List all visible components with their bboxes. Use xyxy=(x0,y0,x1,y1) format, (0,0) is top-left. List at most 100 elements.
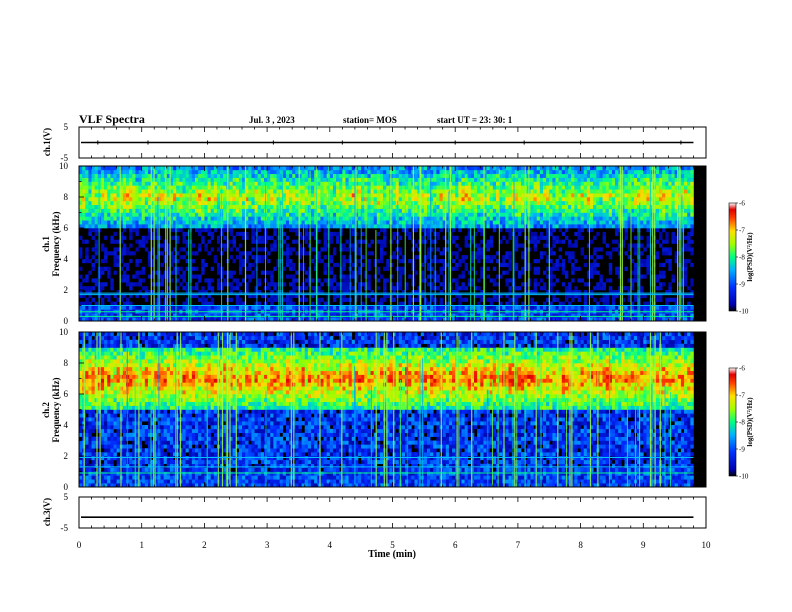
spectrogram-cell xyxy=(420,239,425,244)
spectrogram-cell xyxy=(270,224,274,229)
spectrogram-cell xyxy=(314,235,318,240)
spectrogram-cell xyxy=(486,193,490,198)
spectrogram-cell xyxy=(126,262,130,268)
spectrogram-cell xyxy=(126,266,130,271)
spectrogram-cell xyxy=(436,224,440,229)
spectrogram-cell xyxy=(533,193,538,198)
spectrogram-cell xyxy=(436,317,440,322)
spectrogram-cell xyxy=(477,212,481,217)
spectrogram-cell xyxy=(489,181,494,186)
spectrogram-cell xyxy=(254,293,258,299)
spectrogram-cell xyxy=(238,204,243,209)
spectrogram-cell xyxy=(176,189,180,194)
spectrogram-cell xyxy=(323,239,327,244)
spectrogram-cell xyxy=(539,177,544,182)
spectrogram-cell xyxy=(298,220,302,225)
spectrogram-cell xyxy=(339,181,343,186)
spectrogram-cell xyxy=(517,216,522,221)
spectrogram-cell xyxy=(310,169,315,175)
spectrogram-cell xyxy=(82,169,86,175)
spectrogram-cell xyxy=(223,313,227,318)
spectrogram-cell xyxy=(354,181,359,186)
spectrogram-cell xyxy=(88,228,92,233)
spectrogram-cell xyxy=(489,173,494,178)
spectrogram-cell xyxy=(100,212,105,217)
spectrogram-cell xyxy=(436,220,440,225)
spectrogram-cell xyxy=(392,189,396,194)
spectrogram-cell xyxy=(439,200,443,206)
spectrogram-cell xyxy=(426,177,431,182)
spectrogram-cell xyxy=(126,251,130,256)
spectrogram-cell xyxy=(310,185,315,190)
spectrogram-cell xyxy=(477,301,481,306)
spectrogram-cell xyxy=(574,197,578,202)
spectrogram-cell xyxy=(596,173,600,178)
spectrogram-cell xyxy=(561,189,566,194)
spectrogram-cell xyxy=(298,166,302,171)
spectrogram-cell xyxy=(285,200,290,206)
spectrogram-cell xyxy=(499,177,503,182)
spectrogram-cell xyxy=(464,220,469,225)
spectrogram-cell xyxy=(267,317,271,322)
spectrogram-cell xyxy=(445,228,450,233)
spectrogram-cell xyxy=(536,173,541,178)
spectrogram-cell xyxy=(508,189,512,194)
spectrogram-cell xyxy=(502,189,506,194)
spectrogram-cell xyxy=(568,243,572,248)
spectrogram-cell xyxy=(580,228,585,233)
spectrogram-cell xyxy=(586,216,591,221)
spectrogram-cell xyxy=(599,317,603,322)
spectrogram-cell xyxy=(216,317,221,322)
spectrogram-cell xyxy=(489,212,494,217)
spectrogram-cell xyxy=(546,200,550,206)
spectrogram-cell xyxy=(138,239,142,244)
spectrogram-cell xyxy=(436,181,440,186)
spectrogram-cell xyxy=(122,224,127,229)
spectrogram-cell xyxy=(345,274,349,279)
spectrogram-cell xyxy=(100,189,105,194)
spectrogram-cell xyxy=(549,216,553,221)
spectrogram-cell xyxy=(307,204,312,209)
spectrogram-cell xyxy=(608,212,613,217)
spectrogram-cell xyxy=(279,193,284,198)
spectrogram-cell xyxy=(464,235,469,240)
spectrogram-cell xyxy=(216,278,221,283)
spectrogram-cell xyxy=(191,313,196,318)
spectrogram-cell xyxy=(458,185,462,190)
spectrogram-cell xyxy=(245,235,249,240)
spectrogram-cell xyxy=(552,173,556,178)
spectrogram-cell xyxy=(499,313,503,318)
spectrogram-cell xyxy=(489,255,494,260)
spectrogram-cell xyxy=(605,243,610,248)
spectrogram-cell xyxy=(216,169,221,175)
spectrogram-cell xyxy=(568,224,572,229)
spectrogram-cell xyxy=(367,200,371,206)
spectrogram-cell xyxy=(169,173,174,178)
spectrogram-cell xyxy=(552,212,556,217)
spectrogram-cell xyxy=(323,301,327,306)
spectrogram-cell xyxy=(173,220,177,225)
spectrogram-cell xyxy=(455,169,459,175)
spectrogram-cell xyxy=(430,212,434,217)
spectrogram-cell xyxy=(521,282,525,287)
spectrogram-cell xyxy=(367,266,371,271)
spectrogram-cell xyxy=(332,169,337,175)
spectrogram-cell xyxy=(398,313,403,318)
spectrogram-cell xyxy=(336,305,340,310)
spectrogram-cell xyxy=(458,301,462,306)
spectrogram-cell xyxy=(129,286,133,291)
spectrogram-cell xyxy=(129,177,133,182)
spectrogram-cell xyxy=(191,204,196,209)
spectrogram-cell xyxy=(599,189,603,194)
spectrogram-cell xyxy=(533,243,538,248)
spectrogram-cell xyxy=(210,189,215,194)
spectrogram-cell xyxy=(568,204,572,209)
spectrogram-cell xyxy=(517,200,522,206)
spectrogram-cell xyxy=(220,173,224,178)
spectrogram-cell xyxy=(141,278,146,283)
spectrogram-cell xyxy=(508,166,512,171)
spectrogram-cell xyxy=(216,266,221,271)
spectrogram-cell xyxy=(191,243,196,248)
spectrogram-cell xyxy=(405,185,409,190)
spectrogram-cell xyxy=(370,305,374,310)
